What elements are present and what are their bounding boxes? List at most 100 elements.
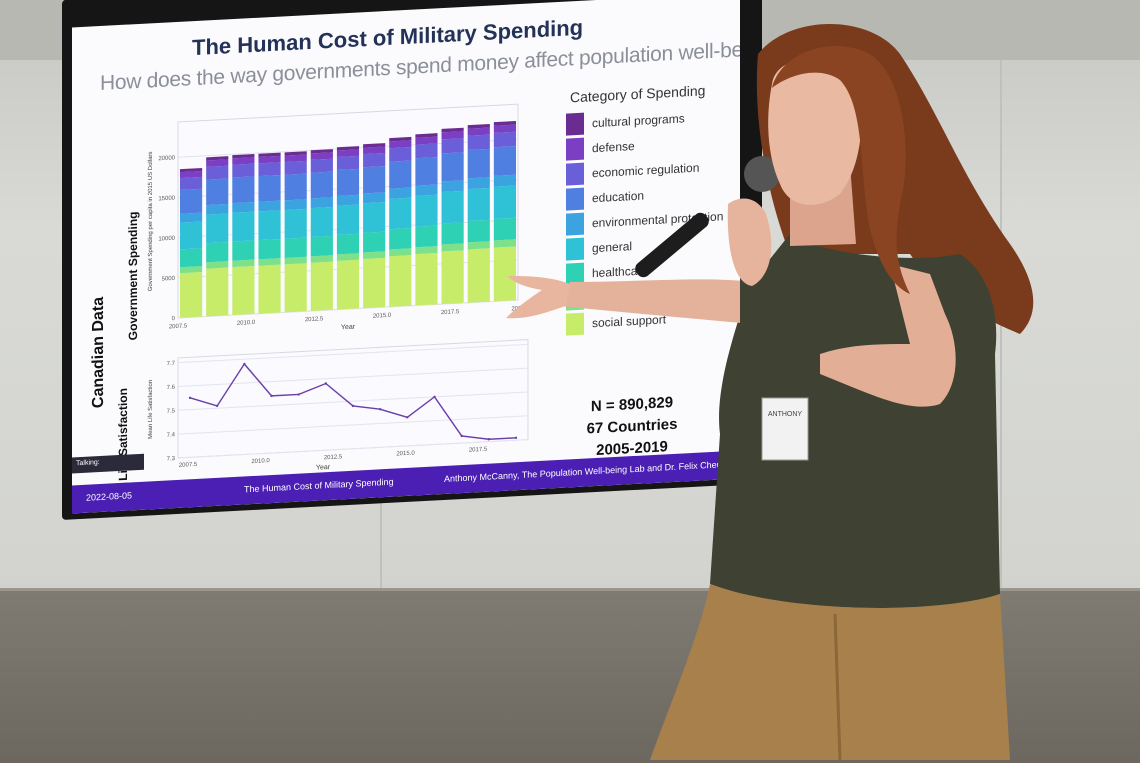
bar-segment xyxy=(336,146,360,151)
gridline xyxy=(178,415,528,435)
bar-segment xyxy=(310,197,333,209)
bar-segment xyxy=(493,246,517,302)
data-point xyxy=(215,404,219,408)
bar-segment xyxy=(206,165,229,180)
bar-segment xyxy=(206,267,229,317)
bar-segment xyxy=(232,259,255,268)
bar-segment xyxy=(284,263,307,313)
x-tick-label: 2010.0 xyxy=(251,458,270,465)
bar-segment xyxy=(363,166,386,194)
bar-segment xyxy=(232,240,255,261)
y-tick-label: 0 xyxy=(172,316,176,322)
bar-segment xyxy=(336,253,360,261)
x-tick-label: 2015.0 xyxy=(373,313,392,320)
data-point xyxy=(460,434,463,438)
bar-segment xyxy=(389,140,412,149)
bar-segment xyxy=(467,127,490,136)
bar-segment xyxy=(258,200,281,212)
data-point xyxy=(487,438,491,441)
bar-segment xyxy=(284,256,307,265)
bar-segment xyxy=(284,208,307,239)
y-tick-label: 7.6 xyxy=(167,385,176,391)
bar-segment xyxy=(493,217,517,241)
x-tick-label: 2017.5 xyxy=(441,309,460,316)
bar-segment xyxy=(310,158,333,173)
badge-name: ANTHONY xyxy=(768,411,803,418)
bar-segment xyxy=(415,252,438,306)
bar-segment xyxy=(284,237,307,258)
bar-segment xyxy=(180,212,203,223)
data-point xyxy=(378,408,382,411)
bar-segment xyxy=(310,206,333,238)
y-tick-label: 7.4 xyxy=(167,432,176,438)
bar-segment xyxy=(467,134,490,151)
bar-segment xyxy=(232,157,255,165)
y-tick-label: 20000 xyxy=(158,155,175,162)
bar-segment xyxy=(493,239,517,248)
bar-segment xyxy=(336,233,360,255)
bar-segment xyxy=(258,162,281,177)
bar-segment xyxy=(389,160,412,189)
bar-segment xyxy=(284,160,307,175)
bar-segment xyxy=(232,201,255,213)
bar-segment xyxy=(206,213,229,244)
bar-segment xyxy=(441,131,464,140)
bar-segment xyxy=(363,202,386,233)
bar-segment xyxy=(493,121,517,126)
y-tick-label: 7.5 xyxy=(167,408,176,414)
x-tick-label: 2017.5 xyxy=(469,447,488,454)
bar-segment xyxy=(232,265,255,316)
bar-segment xyxy=(232,211,255,242)
bar-segment xyxy=(363,152,386,168)
presenter: ANTHONY xyxy=(506,24,1034,760)
bar-segment xyxy=(336,194,360,206)
bar-segment xyxy=(180,221,203,250)
bar-segment xyxy=(232,163,255,178)
data-point xyxy=(406,416,409,419)
bar-segment xyxy=(310,171,333,199)
bar-segment xyxy=(180,167,203,173)
x-tick-label: 2012.5 xyxy=(305,316,324,323)
bar-segment xyxy=(467,219,490,243)
bar-segment xyxy=(336,168,360,196)
bar-segment xyxy=(389,248,412,257)
bar-segment xyxy=(441,138,464,154)
y-axis-label: Government Spending per capita in 2015 U… xyxy=(148,151,154,291)
bar-segment xyxy=(441,222,464,245)
bar-segment xyxy=(415,246,438,255)
bar-segment xyxy=(467,241,490,250)
bar-segment xyxy=(180,272,203,318)
bar-segment xyxy=(180,266,203,274)
y-tick-label: 7.3 xyxy=(167,456,176,462)
bar-segment xyxy=(415,225,438,248)
bar-segment xyxy=(389,187,412,199)
bar-segment xyxy=(467,148,490,179)
bar-segment xyxy=(415,133,438,138)
bar-segment xyxy=(467,187,490,222)
plot-area xyxy=(177,339,529,459)
data-point xyxy=(514,436,518,440)
y-axis-label: Mean Life Satisfaction xyxy=(148,380,154,439)
bar-segment xyxy=(493,146,517,176)
bar-segment xyxy=(284,199,307,210)
bar-segment xyxy=(467,123,490,129)
y-tick-label: 10000 xyxy=(158,236,175,243)
bar-segment xyxy=(206,203,229,215)
bar-segment xyxy=(180,176,203,190)
bar-segment xyxy=(258,152,281,157)
bar-segment xyxy=(389,255,412,307)
bar-segment xyxy=(441,243,464,252)
bar-segment xyxy=(363,192,386,204)
bar-segment xyxy=(389,228,412,250)
bar-segment xyxy=(363,257,386,309)
y-tick-label: 7.7 xyxy=(167,361,176,367)
bar-segment xyxy=(441,180,464,192)
data-point xyxy=(188,396,192,399)
bar-segment xyxy=(441,152,464,182)
bar-segment xyxy=(415,143,438,159)
bar-segment xyxy=(441,250,464,305)
bar-segment xyxy=(180,188,203,214)
bar-segment xyxy=(389,136,412,142)
bar-segment xyxy=(284,154,307,163)
bar-segment xyxy=(441,190,464,224)
